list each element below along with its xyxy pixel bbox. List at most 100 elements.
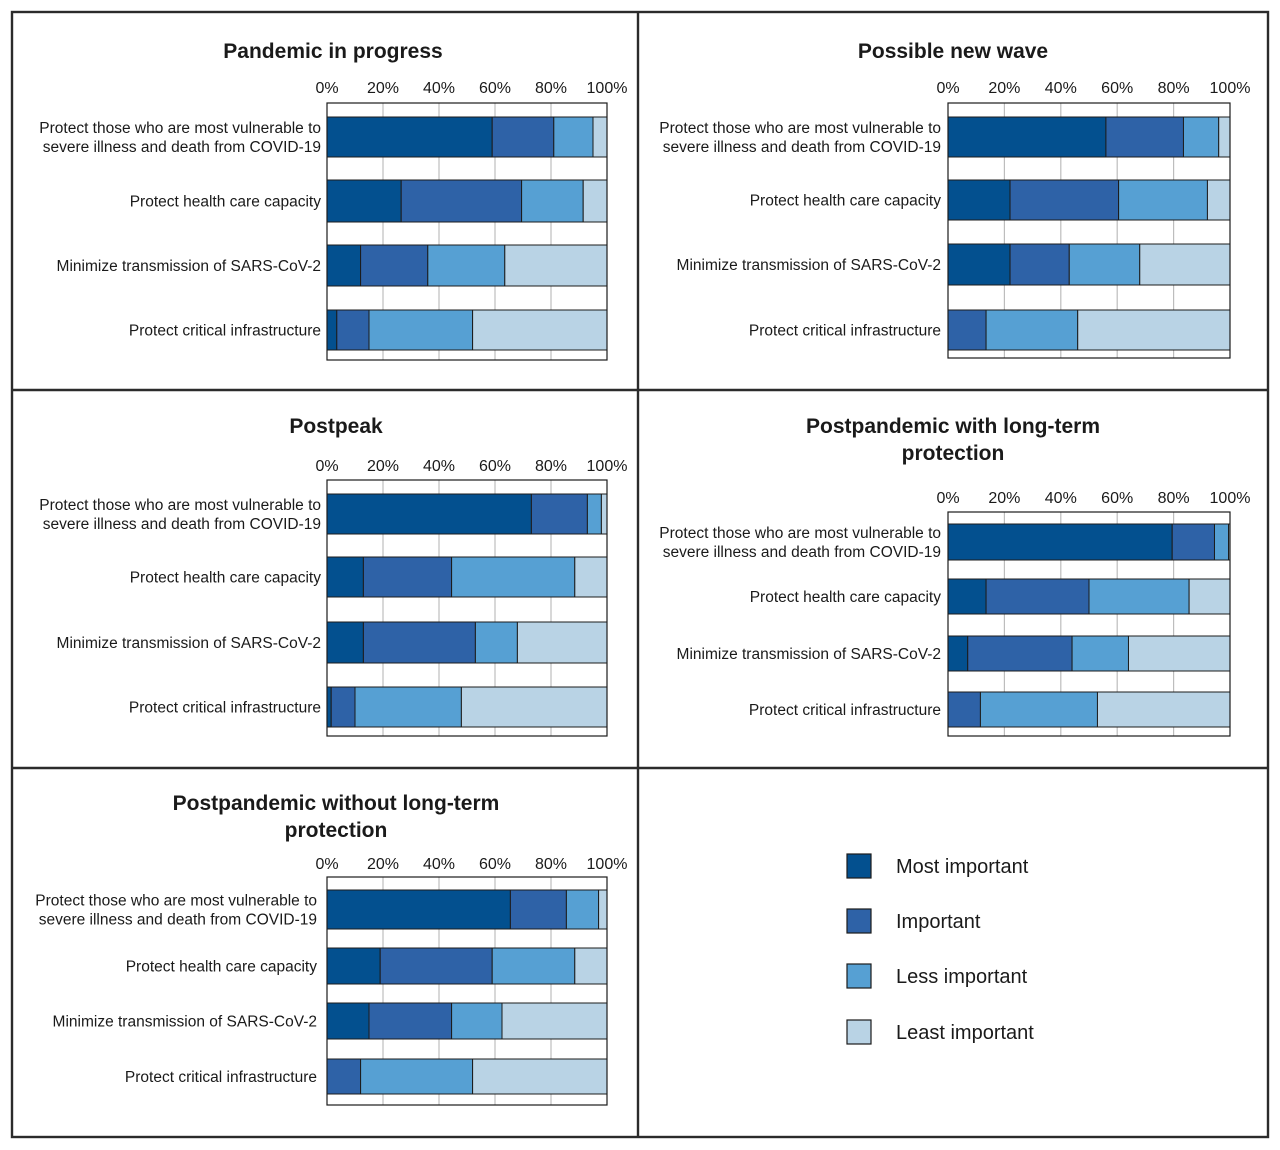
category-label: severe illness and death from COVID-19	[663, 544, 941, 561]
category-label: Protect health care capacity	[130, 570, 322, 587]
chart-panel-3: Postpeak 0% 20% 40% 60% 80% 100% Protect those …	[39, 415, 628, 737]
bar-segment	[1171, 523, 1215, 561]
category-label: Minimize transmission of SARS-CoV-2	[677, 646, 941, 663]
bar-segment	[947, 309, 987, 351]
bar-segment	[1009, 243, 1070, 286]
chart-panel-2: Possible new wave 0% 20% 40% 60% 80% 100% Prote…	[659, 40, 1250, 359]
bar-segment	[565, 889, 600, 930]
bar-segment	[1213, 523, 1230, 561]
bar-segment	[1182, 116, 1220, 158]
x-tick-label: 100%	[587, 856, 628, 873]
x-tick-label: 100%	[1210, 490, 1251, 507]
bar-segment	[1139, 243, 1231, 286]
bar-segment	[427, 244, 506, 287]
category-label: Minimize transmission of SARS-CoV-2	[677, 257, 941, 274]
x-tick-label: 20%	[367, 856, 399, 873]
bar-segment	[1088, 578, 1190, 615]
bar-segment	[504, 244, 608, 287]
bar-segment	[336, 309, 370, 351]
category-label: Protect those who are most vulnerable to	[659, 525, 941, 542]
plot-border	[326, 876, 608, 1106]
bar-segment	[1068, 243, 1141, 286]
bar-segment	[1105, 116, 1184, 158]
bar-segment	[1118, 179, 1208, 221]
bar-segment	[516, 621, 608, 664]
x-tick-label: 0%	[936, 80, 959, 97]
category-label: severe illness and death from COVID-19	[39, 912, 317, 929]
legend-swatch	[846, 853, 872, 879]
bar-segment	[451, 556, 576, 598]
x-tick-label: 40%	[1045, 490, 1077, 507]
category-label: Protect critical infrastructure	[125, 1069, 317, 1086]
bar-segment	[1009, 179, 1120, 221]
x-tick-label: 80%	[535, 458, 567, 475]
legend-swatch	[846, 908, 872, 934]
category-label: Protect critical infrastructure	[129, 700, 321, 717]
x-tick-label: 20%	[367, 80, 399, 97]
bar-segment	[326, 947, 381, 985]
bar-segment	[598, 889, 608, 930]
x-tick-label: 100%	[587, 80, 628, 97]
bar-segment	[451, 1002, 503, 1040]
bar-segment	[521, 179, 584, 223]
bar-segment	[979, 691, 1098, 728]
x-tick-label: 100%	[587, 458, 628, 475]
category-label: Protect those who are most vulnerable to	[35, 893, 317, 910]
category-label: Protect those who are most vulnerable to	[659, 120, 941, 137]
category-label: Minimize transmission of SARS-CoV-2	[57, 258, 321, 275]
category-label: Protect critical infrastructure	[749, 323, 941, 340]
bar-segment	[1127, 635, 1231, 672]
outer-border	[10, 10, 1270, 1139]
bar-segment	[368, 1002, 453, 1040]
legend-swatch	[846, 963, 872, 989]
category-label: Protect health care capacity	[126, 959, 318, 976]
x-tick-label: 80%	[1158, 80, 1190, 97]
x-tick-label: 80%	[535, 856, 567, 873]
chart-title: protection	[902, 442, 1005, 465]
bar-segment	[326, 1058, 362, 1095]
bar-segment	[574, 947, 608, 985]
x-tick-label: 80%	[535, 80, 567, 97]
bar-segment	[947, 116, 1107, 158]
chart-title: Postpeak	[289, 415, 383, 438]
bar-segment	[472, 309, 608, 351]
x-tick-label: 60%	[1101, 490, 1133, 507]
legend-label: Less important	[896, 966, 1028, 988]
category-label: Protect those who are most vulnerable to	[39, 120, 321, 137]
x-tick-label: 60%	[479, 80, 511, 97]
bar-segment	[1206, 179, 1231, 221]
x-tick-label: 80%	[1158, 490, 1190, 507]
plot-border	[947, 511, 1231, 737]
bar-segment	[586, 493, 602, 535]
chart-title: Postpandemic without long-term	[173, 792, 500, 815]
bar-segment	[947, 523, 1173, 561]
bar-segment	[600, 493, 608, 535]
category-label: Protect critical infrastructure	[749, 702, 941, 719]
bar-segment	[1218, 116, 1231, 158]
bar-segment	[1188, 578, 1231, 615]
bar-segment	[1096, 691, 1231, 728]
x-tick-label: 0%	[315, 80, 338, 97]
bar-segment	[574, 556, 608, 598]
bar-segment	[947, 578, 987, 615]
legend-swatch	[846, 1019, 872, 1045]
chart-title: Possible new wave	[858, 40, 1048, 63]
x-tick-label: 0%	[936, 490, 959, 507]
bar-segment	[967, 635, 1073, 672]
bar-segment	[360, 244, 429, 287]
chart-panel-4: Postpandemic with long-term protection 0% 2…	[659, 415, 1251, 737]
x-tick-label: 60%	[479, 856, 511, 873]
bar-segment	[326, 1002, 370, 1040]
bar-segment	[400, 179, 523, 223]
bar-segment	[326, 556, 364, 598]
bar-segment	[474, 621, 518, 664]
bar-segment	[501, 1002, 608, 1040]
category-label: severe illness and death from COVID-19	[43, 516, 321, 533]
plot-border	[326, 102, 608, 361]
bar-segment	[326, 686, 332, 728]
category-label: Protect those who are most vulnerable to	[39, 497, 321, 514]
plot-border	[947, 102, 1231, 359]
legend-label: Important	[896, 911, 981, 933]
category-label: Minimize transmission of SARS-CoV-2	[53, 1014, 317, 1031]
bar-segment	[379, 947, 493, 985]
